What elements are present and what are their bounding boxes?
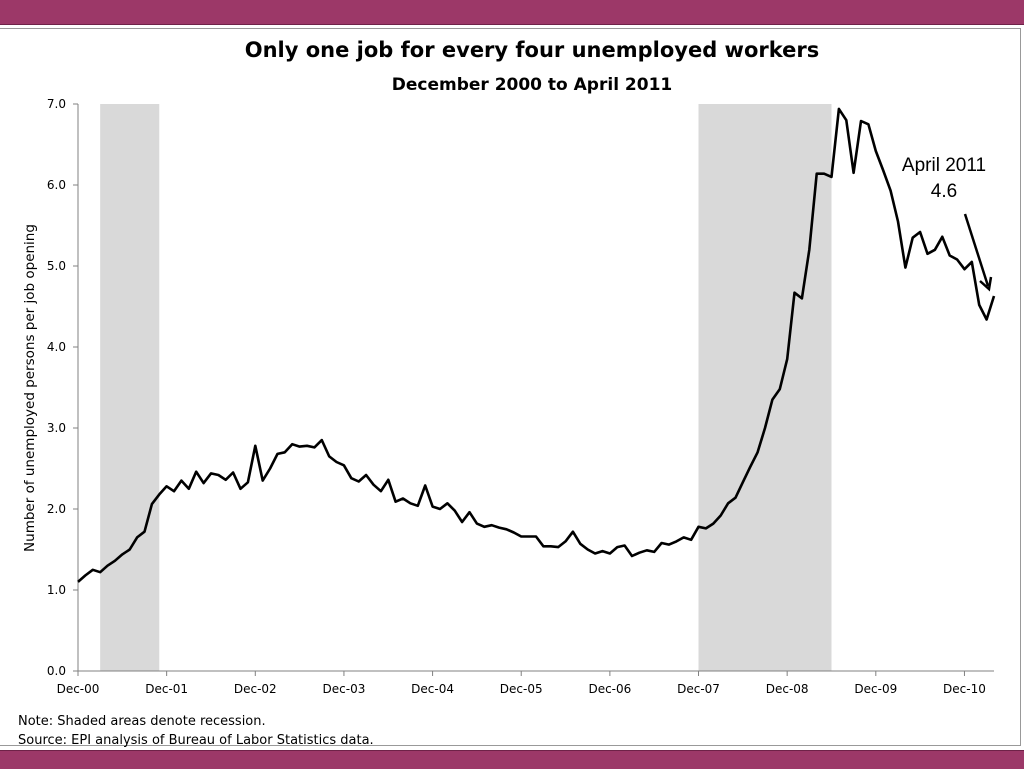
annotation-arrowhead: [979, 276, 993, 292]
chart-subtitle: December 2000 to April 2011: [391, 75, 673, 95]
x-tick-label: Dec-07: [677, 682, 720, 696]
y-tick-label: 7.0: [47, 97, 66, 111]
annotation-line-1: April 2011: [902, 155, 986, 176]
top-banner: [0, 0, 1024, 25]
y-tick-label: 3.0: [47, 421, 66, 435]
x-tick-label: Dec-01: [145, 682, 188, 696]
axes: [77, 104, 994, 672]
recession-shading: [100, 104, 832, 671]
y-tick-label: 5.0: [47, 259, 66, 273]
x-tick-label: Dec-05: [500, 682, 543, 696]
y-tick-label: 0.0: [47, 664, 66, 678]
note-text: Note: Shaded areas denote recession.: [18, 714, 266, 729]
slide-frame: [0, 28, 1021, 746]
bottom-banner: [0, 750, 1024, 769]
chart-title: Only one job for every four unemployed w…: [244, 38, 820, 62]
annotation-line-2: 4.6: [931, 181, 957, 202]
y-tick-label: 4.0: [47, 340, 66, 354]
x-tick-label: Dec-10: [943, 682, 986, 696]
recession-band-0: [100, 104, 160, 671]
x-tick-label: Dec-04: [411, 682, 454, 696]
annotation: April 2011 4.6: [902, 155, 993, 292]
y-tick-label: 1.0: [47, 583, 66, 597]
x-tick-label: Dec-06: [588, 682, 631, 696]
annotation-arrow: [963, 213, 990, 287]
x-tick-label: Dec-08: [766, 682, 809, 696]
x-tick-label: Dec-02: [234, 682, 277, 696]
chart-notes: Note: Shaded areas denote recession. Sou…: [18, 712, 374, 750]
series-lines: [77, 107, 996, 583]
x-tick-label: Dec-00: [57, 682, 100, 696]
recession-band-1: [698, 104, 832, 671]
y-tick-label: 2.0: [47, 502, 66, 516]
series-line-0: [77, 107, 996, 583]
x-tick-label: Dec-03: [323, 682, 366, 696]
y-tick-label: 6.0: [47, 178, 66, 192]
source-text: Source: EPI analysis of Bureau of Labor …: [18, 733, 374, 748]
y-axis-ticks: 0.0 1.0 2.0 3.0 4.0 5.0 6.0 7.0: [47, 97, 78, 678]
x-axis-ticks: Dec-00 Dec-01 Dec-02 Dec-03 Dec-04 Dec-05 Dec-…: [57, 671, 986, 696]
x-tick-label: Dec-09: [854, 682, 897, 696]
